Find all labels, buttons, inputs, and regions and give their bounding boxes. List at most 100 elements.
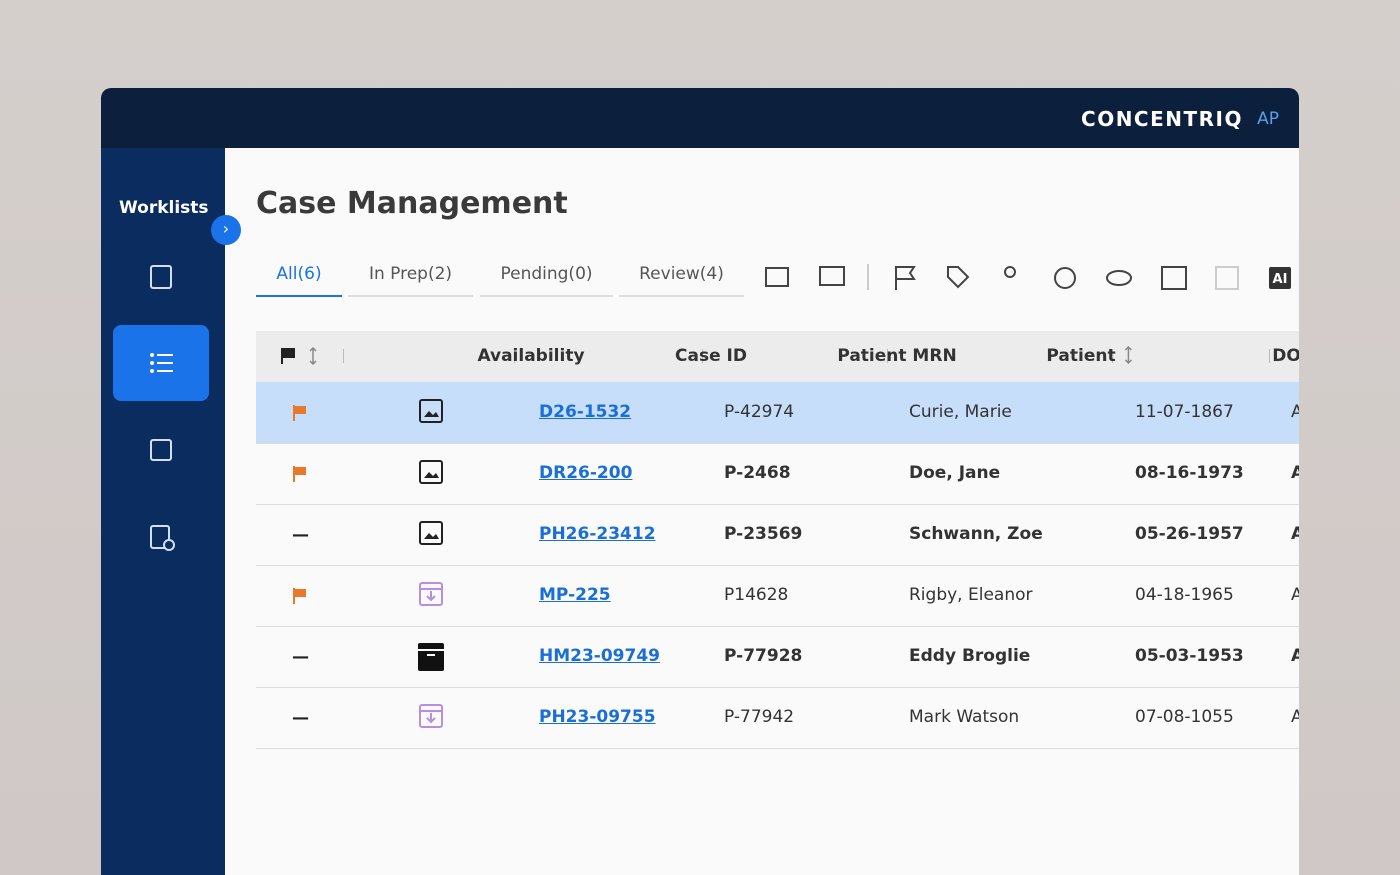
column-header[interactable]: DOB xyxy=(1272,346,1299,366)
flag-sort-header[interactable] xyxy=(278,346,318,366)
availability-icon xyxy=(419,399,443,423)
no-flag: — xyxy=(292,647,309,667)
truncated-cell: A xyxy=(1291,585,1299,605)
column-header[interactable]: Patient xyxy=(1046,331,1135,382)
availability-icon xyxy=(419,582,443,606)
sidebar-icons xyxy=(113,265,209,551)
case-id-link[interactable]: PH26-23412 xyxy=(539,524,656,544)
unarchive-button[interactable] xyxy=(1215,266,1239,290)
truncated-cell: A xyxy=(1291,463,1299,483)
dob: 04-18-1965 xyxy=(1135,585,1234,605)
clipboard-icon[interactable] xyxy=(150,525,170,549)
brand-product: AP xyxy=(1257,109,1279,129)
truncated-cell: A xyxy=(1291,707,1299,727)
column-header[interactable]: Case ID xyxy=(675,346,747,366)
flag-icon[interactable] xyxy=(292,404,308,422)
sidebar-title: Worklists xyxy=(119,198,209,218)
mrn: P-77942 xyxy=(724,707,795,727)
tab-underline xyxy=(619,295,744,297)
flag-icon[interactable] xyxy=(292,465,308,483)
dob: 05-26-1957 xyxy=(1135,524,1244,544)
case-id-link[interactable]: D26-1532 xyxy=(539,402,632,422)
sort-icon[interactable] xyxy=(1122,345,1136,365)
layout-button[interactable] xyxy=(765,267,789,287)
mrn: P14628 xyxy=(724,585,789,605)
tab[interactable]: All(6) xyxy=(276,264,322,284)
column-separator xyxy=(343,349,344,363)
patient-name: Doe, Jane xyxy=(909,463,1001,483)
truncated-cell: A xyxy=(1291,646,1299,666)
page-title: Case Management xyxy=(256,186,568,221)
table-row[interactable]: — PH26-23412 P-23569 Schwann, Zoe 05-26-1957… xyxy=(256,504,1299,566)
dob: 07-08-1055 xyxy=(1135,707,1234,727)
availability-cell xyxy=(416,520,446,550)
tab[interactable]: Pending(0) xyxy=(500,264,593,284)
table-row[interactable]: MP-225 P14628 Rigby, Eleanor 04-18-1965 A xyxy=(256,565,1299,627)
column-separator xyxy=(702,349,703,363)
image-icon[interactable] xyxy=(150,439,172,461)
tab-underline xyxy=(256,295,342,297)
tab[interactable]: Review(4) xyxy=(639,264,724,284)
patient-name: Rigby, Eleanor xyxy=(909,585,1033,605)
availability-cell xyxy=(416,642,446,672)
flag-button[interactable] xyxy=(895,266,916,290)
tag-button[interactable] xyxy=(947,266,970,289)
list-icon[interactable] xyxy=(150,353,173,373)
dob: 05-03-1953 xyxy=(1135,646,1244,666)
availability-cell xyxy=(416,581,446,611)
mrn: P-77928 xyxy=(724,646,803,666)
availability-icon xyxy=(419,521,443,545)
mrn: P-42974 xyxy=(724,402,795,422)
table-row[interactable]: — HM23-09749 P-77928 Eddy Broglie 05-03-1953… xyxy=(256,626,1299,688)
patient-name: Eddy Broglie xyxy=(909,646,1031,666)
availability-icon xyxy=(418,643,444,671)
truncated-cell: A xyxy=(1291,524,1299,544)
column-separator xyxy=(1269,349,1270,363)
column-header[interactable]: Patient MRN xyxy=(837,346,957,366)
flag-icon[interactable] xyxy=(292,587,308,605)
top-bar: CONCENTRIQ AP xyxy=(101,88,1299,148)
flag-cell: — xyxy=(292,648,312,666)
dob: 08-16-1973 xyxy=(1135,463,1244,483)
truncated-cell: A xyxy=(1291,402,1299,422)
sidebar: Worklists › xyxy=(101,148,241,875)
flag-cell: — xyxy=(292,709,312,727)
availability-cell xyxy=(416,398,446,428)
mrn: P-23569 xyxy=(724,524,803,544)
case-id-link[interactable]: DR26-200 xyxy=(539,463,633,483)
dob: 11-07-1867 xyxy=(1135,402,1234,422)
column-separator xyxy=(514,349,515,363)
tab-underline xyxy=(480,295,613,297)
tab[interactable]: In Prep(2) xyxy=(368,264,453,284)
availability-icon xyxy=(419,704,443,728)
patient-name: Mark Watson xyxy=(909,707,1020,727)
brand-name: CONCENTRIQ xyxy=(1081,107,1243,131)
no-flag: — xyxy=(292,708,309,728)
case-id-link[interactable]: MP-225 xyxy=(539,585,611,605)
table-row[interactable]: DR26-200 P-2468 Doe, Jane 08-16-1973 A xyxy=(256,443,1299,505)
availability-cell xyxy=(416,703,446,733)
flag-cell xyxy=(292,404,312,422)
ai-label: AI xyxy=(1273,272,1288,287)
case-id-link[interactable]: HM23-09749 xyxy=(539,646,661,666)
availability-cell xyxy=(416,459,446,489)
mrn: P-2468 xyxy=(724,463,791,483)
patient-name: Curie, Marie xyxy=(909,402,1012,422)
hide-button[interactable] xyxy=(1106,270,1132,286)
table-row[interactable]: — PH23-09755 P-77942 Mark Watson 07-08-1055 A xyxy=(256,687,1299,749)
flag-cell: — xyxy=(292,526,312,544)
worklist-icon[interactable] xyxy=(150,265,172,289)
assign-button[interactable] xyxy=(1004,266,1016,278)
table-row[interactable]: D26-1532 P-42974 Curie, Marie 11-07-1867 A xyxy=(256,382,1299,444)
ai-button[interactable] xyxy=(1269,267,1291,289)
add-button[interactable] xyxy=(819,266,845,286)
case-id-link[interactable]: PH23-09755 xyxy=(539,707,656,727)
tab-underline xyxy=(348,295,473,297)
archive-button[interactable] xyxy=(1161,266,1187,290)
column-header[interactable]: Availability xyxy=(477,346,585,366)
column-separator xyxy=(887,349,888,363)
expand-button[interactable]: › xyxy=(211,215,241,245)
sync-button[interactable] xyxy=(1054,267,1076,289)
availability-icon xyxy=(419,460,443,484)
